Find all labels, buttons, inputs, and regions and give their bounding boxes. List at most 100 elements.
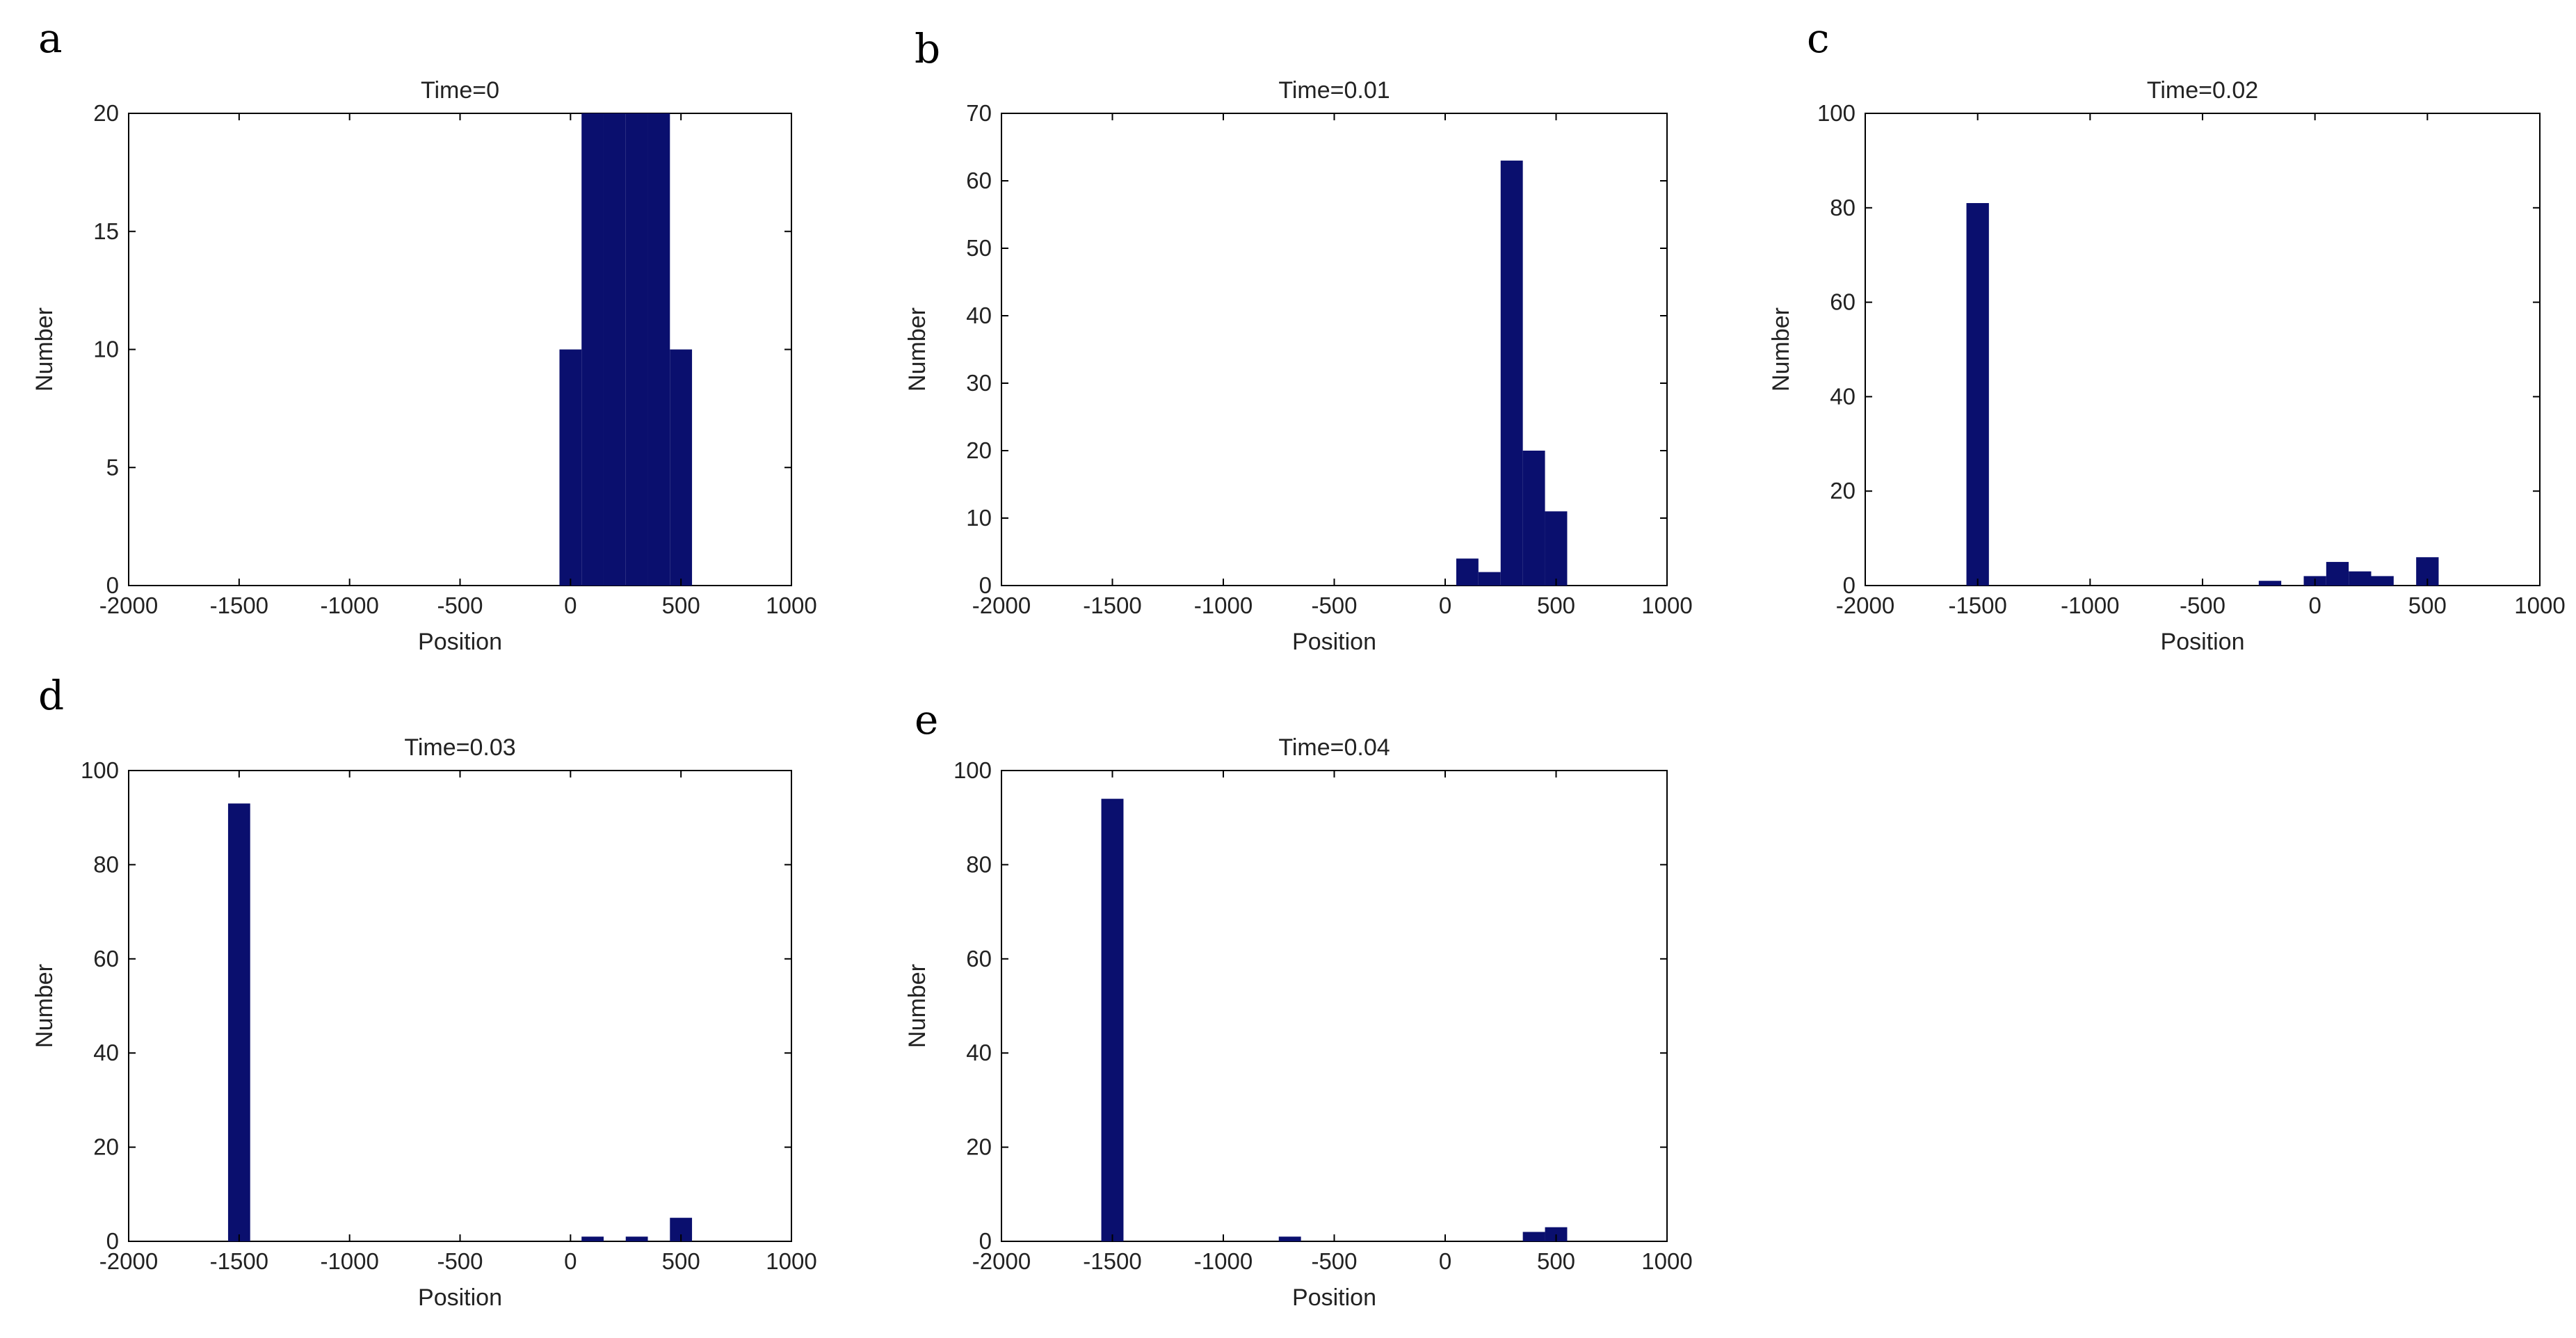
panel-b-xtick-label-4: 0 [1439,593,1451,618]
panel-c-ytick-label-5: 100 [1817,100,1855,126]
panel-d-bar-1 [581,1236,604,1241]
panel-e-ytick-label-1: 20 [966,1134,992,1160]
panel-b-y-axis-label: Number [904,307,931,392]
panel-e-bar-1 [1278,1236,1301,1241]
panel-d-xtick-label-3: -500 [437,1248,483,1274]
panel-c-letter: c [1807,15,1829,62]
panel-a-xtick-label-5: 500 [662,593,700,618]
panel-b-bar-2 [1500,160,1523,586]
panel-b-xtick-label-0: -2000 [972,593,1031,618]
panel-b-xtick-label-6: 1000 [1641,593,1692,618]
panel-a-xtick-label-6: 1000 [766,593,816,618]
panel-b-bar-4 [1545,511,1568,586]
panel-a-ytick-label-1: 5 [106,454,119,480]
panel-b-bar-3 [1522,451,1545,586]
panel-d-xtick-label-4: 0 [564,1248,577,1274]
panel-b-x-axis-label: Position [1292,629,1376,655]
panel-c-ytick-label-1: 20 [1830,478,1855,503]
panel-d-xtick-label-2: -1000 [320,1248,378,1274]
panel-b-ytick-label-1: 10 [966,505,992,531]
panel-d-xtick-label-6: 1000 [766,1248,816,1274]
panel-d-letter: d [38,672,64,719]
panel-d-ytick-label-3: 60 [93,946,119,972]
panel-e-ytick-label-2: 40 [966,1040,992,1065]
panel-a-xtick-label-2: -1000 [320,593,378,618]
panel-a-ytick-label-2: 10 [93,337,119,362]
panel-a-y-axis-label: Number [31,307,58,392]
panel-c-xtick-label-6: 1000 [2514,593,2565,618]
panel-a-letter: a [38,15,63,62]
panel-d-ytick-label-4: 80 [93,851,119,877]
panel-c-xtick-label-4: 0 [2308,593,2321,618]
panel-b-bar-0 [1456,558,1479,586]
panel-b-ytick-label-6: 60 [966,168,992,193]
panel-c-xtick-label-1: -1500 [1948,593,2006,618]
panel-c: c -2000 -1500 -1000 -500 0 500 1000 0 20 40 60 80 100… [1768,15,2566,655]
panel-e: e -2000 -1500 -1000 -500 0 500 1000 0 20 40 60 80 100… [904,696,1693,1311]
panel-a-xtick-label-0: -2000 [99,593,158,618]
panel-e-ytick-label-4: 80 [966,851,992,877]
panel-c-ytick-label-3: 60 [1830,289,1855,315]
panel-b-ytick-label-7: 70 [966,100,992,126]
panel-e-xtick-label-2: -1000 [1194,1248,1253,1274]
panel-c-title: Time=0.02 [2147,77,2258,104]
panel-b-plot-area [1001,113,1668,586]
panel-e-xtick-label-6: 1000 [1641,1248,1692,1274]
panel-c-bar-3 [2326,562,2349,586]
panel-a-title: Time=0 [421,77,499,104]
panel-e-bar-3 [1545,1227,1568,1241]
panel-d-xtick-label-5: 500 [662,1248,700,1274]
panel-a-ytick-label-4: 20 [93,100,119,126]
panel-a: a -2000 -1500 -1000 -500 0 500 1000 0 5 10 15 20 Time… [31,15,817,655]
panel-e-xtick-label-3: -500 [1311,1248,1357,1274]
panel-d-ytick-label-0: 0 [106,1228,119,1254]
panel-a-bar-2 [603,113,626,586]
panel-b-ytick-label-5: 50 [966,235,992,261]
panel-d-xtick-label-1: -1500 [210,1248,268,1274]
panel-c-ytick-label-4: 80 [1830,195,1855,220]
panel-d-y-axis-label: Number [31,964,58,1048]
panel-b-xtick-label-5: 500 [1537,593,1575,618]
panel-e-bar-0 [1101,798,1124,1241]
panel-d: d -2000 -1500 -1000 -500 0 500 1000 0 20 40 60 80 100… [31,672,817,1311]
panel-c-ytick-label-0: 0 [1843,572,1855,598]
panel-e-title: Time=0.04 [1278,734,1390,761]
panel-d-ytick-label-2: 40 [93,1040,119,1065]
panel-a-x-axis-label: Position [418,629,502,655]
panel-b-xtick-label-3: -500 [1311,593,1357,618]
panel-c-ytick-label-2: 40 [1830,383,1855,409]
panel-b-xtick-label-1: -1500 [1083,593,1141,618]
panel-e-ytick-label-5: 100 [953,757,992,783]
panel-a-ytick-label-3: 15 [93,218,119,244]
panel-c-bar-0 [1966,203,1989,586]
panel-c-bar-5 [2371,576,2394,586]
panel-b-ytick-label-0: 0 [979,572,992,598]
panel-d-bar-2 [625,1236,648,1241]
panel-d-ytick-label-1: 20 [93,1134,119,1160]
panel-e-bar-2 [1522,1232,1545,1241]
panel-a-ytick-label-0: 0 [106,572,119,598]
panel-a-bar-0 [559,349,582,586]
panel-b-ytick-label-2: 20 [966,437,992,463]
panel-b-title: Time=0.01 [1278,77,1390,104]
panel-e-x-axis-label: Position [1292,1284,1376,1311]
panel-e-ytick-label-0: 0 [979,1228,992,1254]
panel-c-xtick-label-0: -2000 [1836,593,1894,618]
panel-d-xtick-label-0: -2000 [99,1248,158,1274]
panel-a-bar-1 [581,113,604,586]
panel-e-xtick-label-4: 0 [1439,1248,1451,1274]
panel-b-ytick-label-4: 40 [966,303,992,328]
panel-c-bar-4 [2349,571,2372,586]
panel-a-bar-3 [625,113,648,586]
panel-e-ytick-label-3: 60 [966,946,992,972]
panel-a-bar-5 [670,349,693,586]
panel-c-xtick-label-2: -1000 [2061,593,2119,618]
panel-c-bar-1 [2258,581,2282,586]
panel-b: b -2000 -1500 -1000 -500 0 500 1000 0 10 20 30 40 50 6… [904,25,1693,655]
panel-b-letter: b [915,25,940,72]
panel-a-xtick-label-4: 0 [564,593,577,618]
panel-b-ytick-label-3: 30 [966,370,992,396]
panel-a-xtick-label-3: -500 [437,593,483,618]
panel-b-bar-1 [1478,572,1501,586]
panel-e-letter: e [915,696,938,743]
